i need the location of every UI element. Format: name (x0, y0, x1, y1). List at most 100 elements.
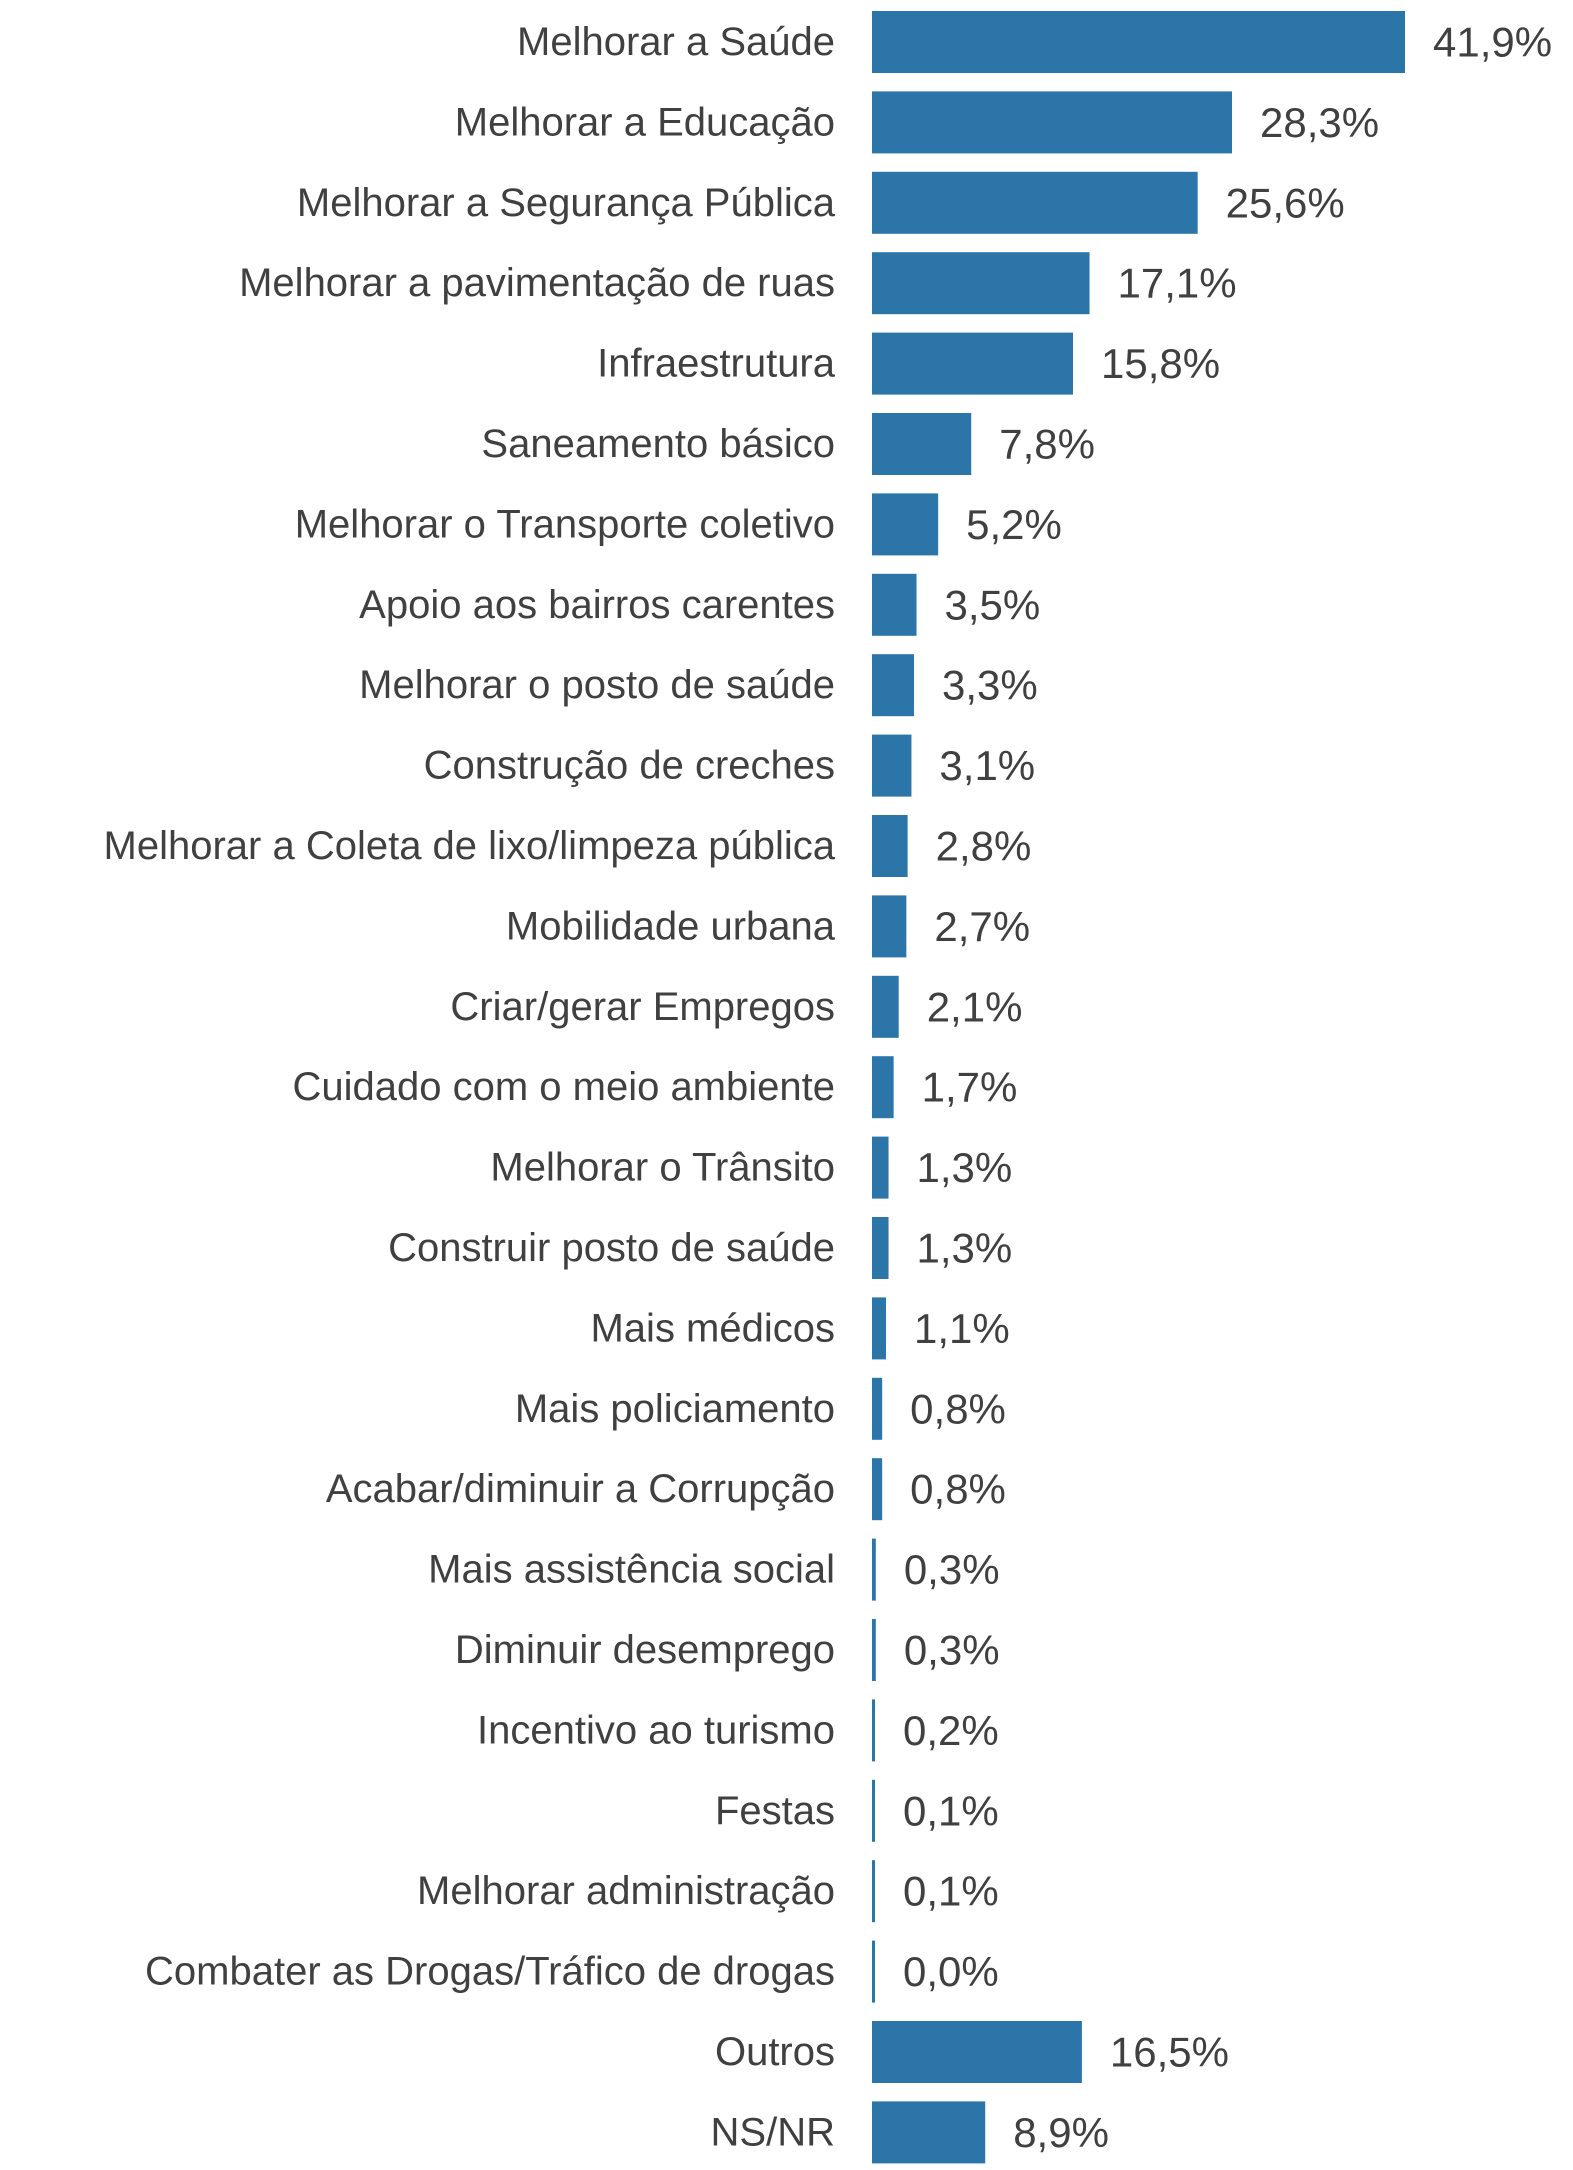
bar-row: Melhorar a Coleta de lixo/limpeza públic… (104, 815, 1031, 877)
category-label: Melhorar administração (417, 1869, 835, 1913)
value-label: 0,1% (903, 1787, 999, 1834)
bar (872, 2101, 986, 2164)
bar (872, 1377, 883, 1440)
bar (872, 815, 908, 877)
value-label: 0,0% (903, 1948, 999, 1995)
bar (872, 252, 1090, 315)
bar (872, 654, 914, 717)
bar-row: Melhorar a Educação 28,3% (455, 91, 1379, 154)
bar-row: Mais médicos 1,1% (590, 1297, 1010, 1360)
bar-row: Cuidado com o meio ambiente 1,7% (292, 1056, 1018, 1119)
category-label: Melhorar a pavimentação de ruas (239, 261, 835, 305)
value-label: 1,3% (917, 1144, 1013, 1191)
bar (872, 1056, 894, 1119)
value-label: 3,5% (945, 581, 1041, 628)
value-label: 15,8% (1101, 340, 1220, 387)
value-label: 0,8% (910, 1385, 1006, 1432)
category-label: Melhorar a Segurança Pública (297, 181, 836, 225)
bar (872, 171, 1198, 234)
value-label: 0,2% (903, 1707, 999, 1754)
value-label: 0,3% (904, 1546, 1000, 1593)
bar (872, 975, 899, 1038)
bar (872, 493, 939, 556)
bar-row: Melhorar a Saúde 41,9% (517, 11, 1552, 73)
bar-row: Melhorar o posto de saúde 3,3% (359, 654, 1038, 717)
bar-row: Festas 0,1% (715, 1779, 999, 1842)
bar-rows: Melhorar a Saúde 41,9% Melhorar a Educação… (104, 11, 1552, 2164)
bar-row: Combater as Drogas/Tráfico de drogas 0,0% (145, 1940, 999, 2003)
bar-row: Infraestrutura 15,8% (597, 332, 1220, 395)
value-label: 0,8% (910, 1466, 1006, 1513)
value-label: 28,3% (1260, 99, 1379, 146)
bar-row: Mais assistência social 0,3% (428, 1538, 1000, 1601)
bar-row: Mais policiamento 0,8% (515, 1377, 1006, 1440)
value-label: 0,3% (904, 1627, 1000, 1674)
value-label: 0,1% (903, 1868, 999, 1915)
bar-row: Construção de creches 3,1% (424, 734, 1035, 797)
category-label: Melhorar o posto de saúde (359, 663, 835, 707)
bar (872, 573, 917, 636)
value-label: 3,1% (939, 742, 1035, 789)
bar-row: Melhorar o Trânsito 1,3% (490, 1136, 1013, 1199)
value-label: 41,9% (1433, 19, 1552, 66)
bar-row: Diminuir desemprego 0,3% (455, 1619, 1000, 1681)
category-label: Mais médicos (590, 1306, 835, 1350)
category-label: Melhorar a Saúde (517, 20, 835, 64)
bar (872, 1619, 876, 1681)
category-label: Acabar/diminuir a Corrupção (326, 1467, 835, 1511)
category-label: Criar/gerar Empregos (450, 985, 835, 1029)
category-label: Melhorar a Educação (455, 100, 835, 144)
bar (872, 1297, 886, 1360)
category-label: Diminuir desemprego (455, 1628, 835, 1672)
bar-row: Incentivo ao turismo 0,2% (477, 1699, 999, 1762)
bar (872, 332, 1073, 395)
category-label: Construção de creches (424, 744, 835, 788)
category-label: NS/NR (711, 2110, 835, 2154)
category-label: Construir posto de saúde (388, 1226, 835, 1270)
bar (872, 1538, 876, 1601)
bar (872, 1940, 875, 2003)
bar-row: Acabar/diminuir a Corrupção 0,8% (326, 1458, 1006, 1521)
bar (872, 11, 1405, 73)
category-label: Cuidado com o meio ambiente (292, 1065, 835, 1109)
value-label: 25,6% (1226, 179, 1345, 226)
category-label: Apoio aos bairros carentes (359, 583, 835, 627)
value-label: 17,1% (1118, 260, 1237, 307)
bar-row: Construir posto de saúde 1,3% (388, 1217, 1012, 1279)
value-label: 1,1% (914, 1305, 1010, 1352)
value-label: 2,1% (927, 983, 1023, 1030)
category-label: Combater as Drogas/Tráfico de drogas (145, 1950, 835, 1994)
bar-row: Melhorar o Transporte coletivo 5,2% (295, 493, 1062, 556)
bar-row: Saneamento básico 7,8% (481, 413, 1095, 475)
category-label: Saneamento básico (481, 422, 835, 466)
bar-row: Apoio aos bairros carentes 3,5% (359, 573, 1041, 636)
bar (872, 91, 1232, 154)
bar (872, 1779, 875, 1842)
bar-row: Mobilidade urbana 2,7% (506, 895, 1030, 958)
bar-row: Outros 16,5% (715, 2021, 1229, 2083)
category-label: Mobilidade urbana (506, 904, 836, 948)
bar (872, 734, 912, 797)
category-label: Mais assistência social (428, 1548, 835, 1592)
value-label: 1,3% (917, 1225, 1013, 1272)
bar (872, 413, 972, 475)
value-label: 1,7% (922, 1064, 1018, 1111)
bar-row: Melhorar administração 0,1% (417, 1860, 999, 1923)
bar (872, 1458, 883, 1521)
value-label: 2,7% (934, 903, 1030, 950)
value-label: 8,9% (1013, 2109, 1109, 2156)
bar (872, 2021, 1082, 2083)
value-label: 5,2% (966, 501, 1062, 548)
bar-row: Melhorar a Segurança Pública 25,6% (297, 171, 1345, 234)
category-label: Incentivo ao turismo (477, 1708, 835, 1752)
bar-row: Melhorar a pavimentação de ruas 17,1% (239, 252, 1237, 315)
category-label: Outros (715, 2030, 835, 2074)
bar-row: NS/NR 8,9% (711, 2101, 1109, 2164)
category-label: Festas (715, 1789, 835, 1833)
value-label: 7,8% (999, 421, 1095, 468)
bar (872, 1699, 875, 1762)
bar (872, 1860, 875, 1923)
category-label: Melhorar o Trânsito (490, 1146, 835, 1190)
bar (872, 1136, 889, 1199)
bar (872, 1217, 889, 1279)
